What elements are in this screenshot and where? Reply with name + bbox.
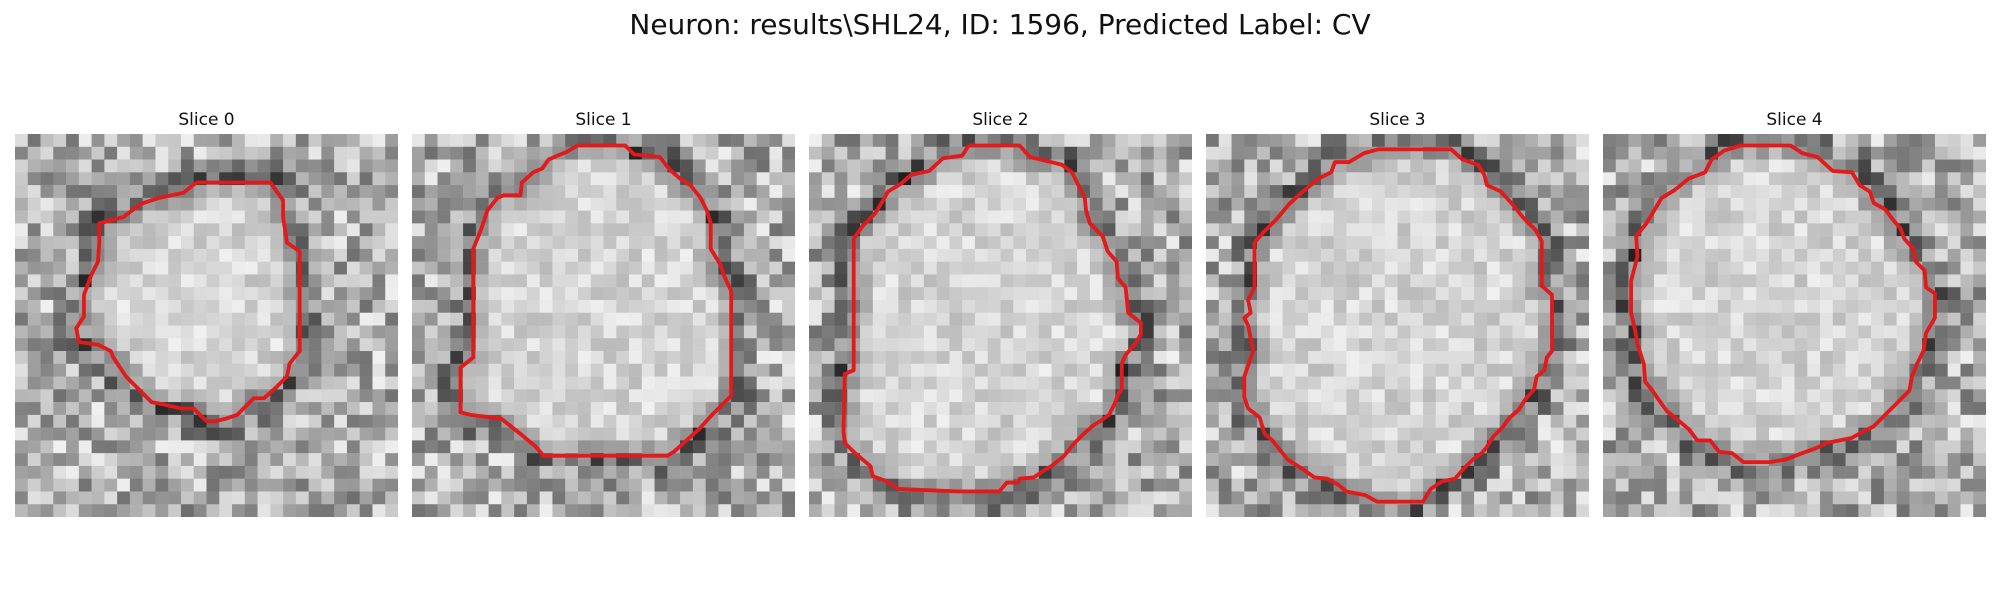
slice-panel-1: Slice 1: [412, 108, 795, 517]
slice-title: Slice 3: [1369, 110, 1426, 130]
slice-image: [1603, 134, 1986, 517]
slice-title: Slice 4: [1766, 110, 1823, 130]
neuron-contour: [458, 143, 734, 458]
slice-title: Slice 0: [178, 110, 235, 130]
neuron-contour: [841, 143, 1143, 494]
slice-panel-4: Slice 4: [1603, 108, 1986, 517]
slice-image: [1206, 134, 1589, 517]
slice-image: [15, 134, 398, 517]
slice-image: [412, 134, 795, 517]
slice-image: [809, 134, 1192, 517]
slice-title: Slice 1: [575, 110, 632, 130]
neuron-contour: [1629, 143, 1937, 465]
slice-panel-3: Slice 3: [1206, 108, 1589, 517]
slice-title: Slice 2: [972, 110, 1029, 130]
slice-panel-0: Slice 0: [15, 108, 398, 517]
neuron-contour: [74, 180, 302, 424]
neuron-contour: [1242, 147, 1554, 504]
slice-panel-2: Slice 2: [809, 108, 1192, 517]
figure-title: Neuron: results\SHL24, ID: 1596, Predict…: [629, 8, 1371, 41]
